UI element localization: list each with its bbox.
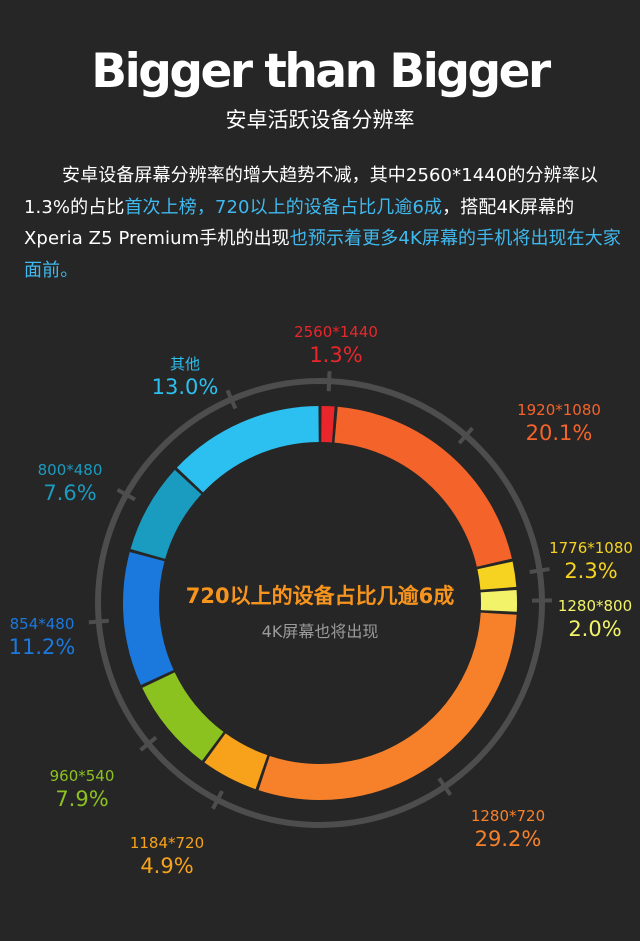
- slice-label: 1776*1080 2.3%: [531, 538, 640, 584]
- slice-label: 800*480 7.6%: [10, 460, 130, 506]
- slice-label: 960*540 7.9%: [22, 766, 142, 812]
- slice-category: 其他: [169, 355, 200, 373]
- slice-1184x720: [204, 733, 268, 790]
- slice-value: 11.2%: [8, 635, 76, 659]
- slice-value: 7.6%: [43, 481, 97, 505]
- slice-label: 2560*1440 1.3%: [276, 322, 396, 368]
- leader-tick: [225, 389, 238, 410]
- slice-854x480: [123, 551, 174, 686]
- center-headline: 720以上的设备占比几逾6成: [185, 584, 455, 608]
- intro-highlight-1: 首次上榜，720以上的设备占比几逾6成: [124, 196, 443, 218]
- intro-text-1: 安卓设备屏幕分辨率的增大趋势不减，其中2560*1440的分辨率以1.3%的占比: [24, 165, 598, 218]
- slice-value: 4.9%: [140, 854, 194, 878]
- leader-tick: [437, 777, 453, 797]
- leader-tick: [139, 735, 158, 752]
- leader-tick: [88, 618, 109, 625]
- slice-1280x720: [258, 612, 517, 800]
- slice-value: 7.9%: [55, 787, 109, 811]
- outer-ring: [95, 378, 545, 828]
- slice-value: 13.0%: [151, 375, 219, 399]
- slice-value: 20.1%: [525, 421, 593, 445]
- slices: [123, 406, 517, 800]
- leader-tick: [457, 426, 474, 445]
- slice-960x540: [142, 671, 224, 761]
- slice-label: 其他 13.0%: [125, 354, 245, 400]
- page-subtitle: 安卓活跃设备分辨率: [225, 108, 415, 132]
- slice-value: 2.0%: [568, 617, 622, 641]
- slice-label: 854*480 11.2%: [0, 614, 102, 660]
- slice-其他: [176, 406, 320, 493]
- slice-category: 1280*720: [470, 807, 546, 825]
- slice-value: 1.3%: [309, 343, 363, 367]
- leader-tick: [326, 371, 332, 392]
- slice-1920x1080: [334, 406, 512, 568]
- slice-category: 1920*1080: [517, 401, 601, 419]
- leader-lines: [88, 371, 553, 810]
- slice-category: 960*540: [49, 767, 115, 785]
- leader-tick: [529, 567, 550, 574]
- slice-category: 1280*800: [557, 597, 633, 615]
- intro-highlight-2: 也预示着更多4K屏幕的手机将出现在大家面前。: [24, 228, 621, 281]
- center-subline: 4K屏幕也将出现: [261, 622, 379, 641]
- slice-1776x1080: [477, 561, 517, 591]
- slice-label: 1920*1080 20.1%: [499, 400, 619, 446]
- slice-value: 29.2%: [474, 827, 542, 851]
- slice-value: 2.3%: [564, 559, 618, 583]
- slice-category: 854*480: [9, 615, 75, 633]
- slice-category: 1184*720: [129, 834, 205, 852]
- page-title: Bigger than Bigger: [91, 44, 551, 99]
- slice-category: 1776*1080: [549, 539, 633, 557]
- slice-category: 800*480: [37, 461, 103, 479]
- slice-label: 1280*800 2.0%: [535, 596, 640, 642]
- slice-category: 2560*1440: [294, 323, 378, 341]
- intro-paragraph: 安卓设备屏幕分辨率的增大趋势不减，其中2560*1440的分辨率以1.3%的占比…: [24, 160, 624, 286]
- slice-label: 1280*720 29.2%: [448, 806, 568, 852]
- intro-text-2: ，搭配4K屏幕的Xperia Z5 Premium手机的出现: [24, 196, 575, 250]
- leader-tick: [211, 790, 224, 810]
- leader-tick: [116, 488, 136, 502]
- slice-label: 1184*720 4.9%: [107, 833, 227, 879]
- slice-800x480: [130, 469, 202, 560]
